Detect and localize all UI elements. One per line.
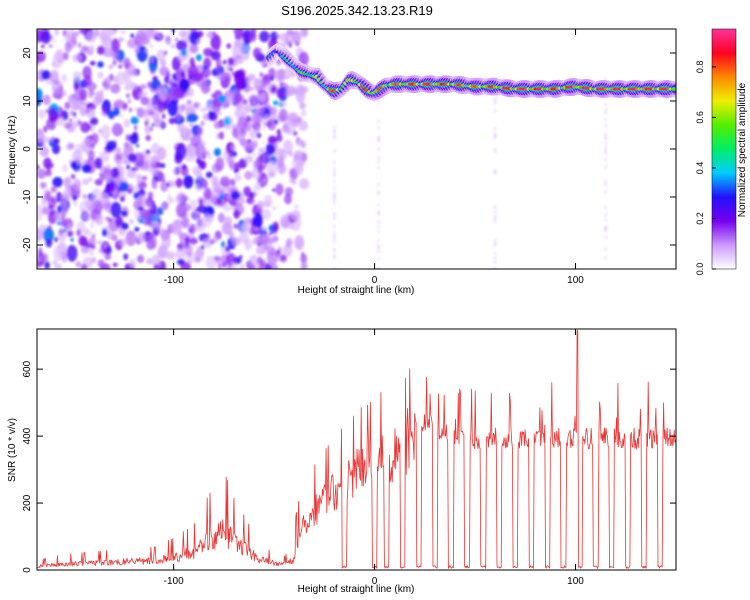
spectrogram-xtick-label: 0 bbox=[372, 275, 378, 286]
colorbar-tick-label: 0.0 bbox=[695, 263, 705, 276]
snr-xtick-label: 0 bbox=[372, 576, 378, 587]
noise-blobs bbox=[37, 29, 607, 269]
colorbar: 0.0 0.2 0.4 0.6 0.8 Normalized spectral ampl… bbox=[695, 28, 748, 276]
spectrogram-ytick-label: -20 bbox=[22, 237, 33, 252]
snr-xtick-label: -100 bbox=[164, 576, 184, 587]
spectrogram-ytick-label: -10 bbox=[22, 189, 33, 204]
colorbar-gradient bbox=[711, 28, 737, 270]
spectrogram-ytick-label: 10 bbox=[22, 95, 33, 107]
spectrogram-xtick-label: 100 bbox=[567, 275, 584, 286]
chart-title: S196.2025.342.13.23.R19 bbox=[281, 3, 433, 18]
ridge-band bbox=[265, 42, 676, 102]
colorbar-tick-label: 0.4 bbox=[695, 162, 705, 175]
spectrogram-heatmap bbox=[37, 29, 676, 269]
snr-ylabel: SNR (10 * v/v) bbox=[7, 418, 18, 482]
snr-frame bbox=[36, 328, 677, 571]
spectrogram-xtick-label: -100 bbox=[164, 275, 184, 286]
spectrogram-ytick-label: 20 bbox=[22, 47, 33, 59]
colorbar-label: Normalized spectral amplitude bbox=[737, 82, 748, 217]
colorbar-tick-label: 0.6 bbox=[695, 111, 705, 124]
snr-xtick-label: 100 bbox=[567, 576, 584, 587]
snr-ytick-label: 200 bbox=[22, 494, 33, 511]
colorbar-tick-label: 0.2 bbox=[695, 212, 705, 225]
snr-ytick-label: 600 bbox=[22, 360, 33, 377]
snr-panel: -100 0 100 0 200 400 600 Height of straight l… bbox=[7, 328, 677, 595]
spectrogram-xlabel: Height of straight line (km) bbox=[298, 285, 415, 296]
snr-xlabel: Height of straight line (km) bbox=[298, 584, 415, 595]
colorbar-tick-label: 0.8 bbox=[695, 61, 705, 74]
snr-series-line bbox=[37, 330, 676, 569]
spectrogram-ytick-label: 0 bbox=[22, 146, 33, 152]
spectrogram-ylabel: Frequency (Hz) bbox=[7, 116, 18, 185]
snr-ytick-label: 400 bbox=[22, 427, 33, 444]
snr-ytick-label: 0 bbox=[22, 567, 33, 573]
